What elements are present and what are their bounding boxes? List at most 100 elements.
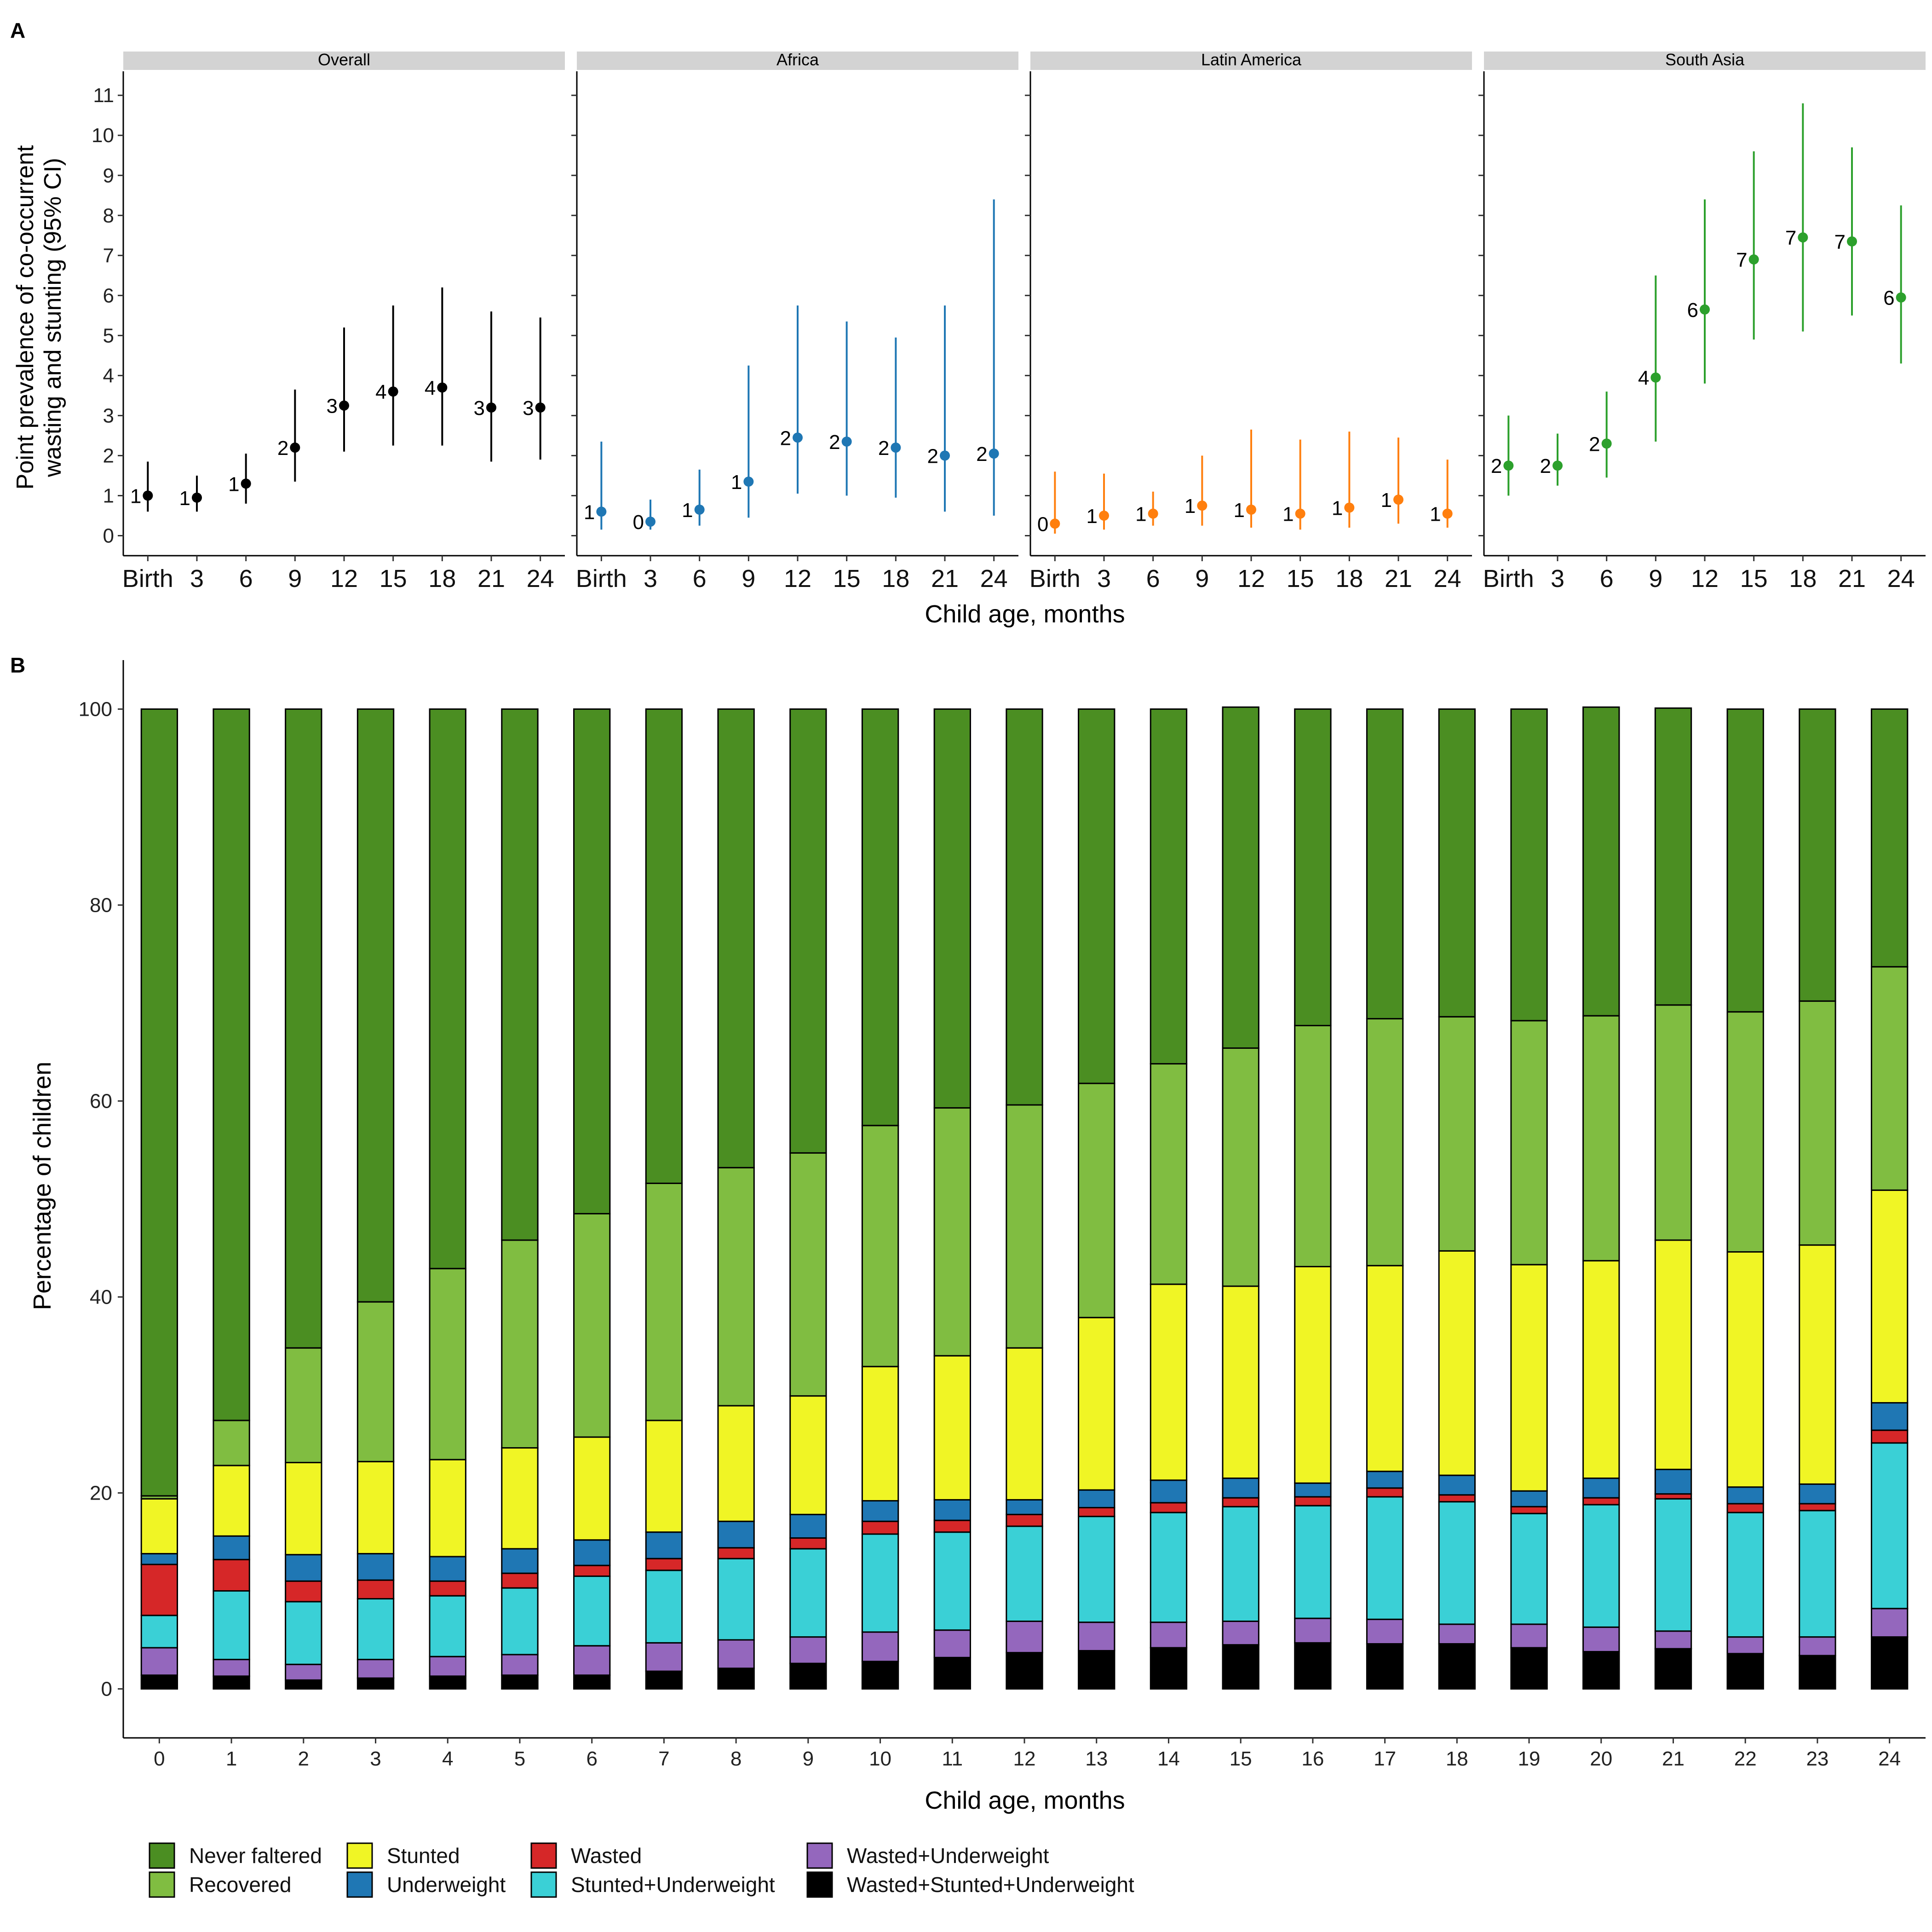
bar-segment-stunted (1078, 1317, 1116, 1491)
bar-segment-wasted (1654, 1493, 1692, 1500)
legend-item: Wasted+Underweight (806, 1842, 1049, 1869)
estimate-point (989, 448, 999, 459)
bar-segment-stunted (1870, 1189, 1909, 1404)
bar-segment-wasted-stunted-underweight (213, 1675, 250, 1690)
point-label: 3 (474, 397, 485, 420)
point-label: 1 (682, 499, 693, 522)
bar-segment-underweight (789, 1513, 827, 1539)
bar-segment-stunted-underweight (1150, 1512, 1188, 1623)
bar-segment-wasted-underweight (1726, 1636, 1764, 1655)
bar-segment-recovered (1438, 1016, 1476, 1252)
bar-segment-never-faltered (1726, 708, 1764, 1013)
x-tick-label: 21 (477, 565, 505, 592)
y-tick-label: 1 (103, 484, 114, 507)
bar-segment-stunted (573, 1436, 611, 1541)
estimate-point (1748, 254, 1759, 265)
point-label: 0 (633, 511, 644, 534)
estimate-point (339, 400, 349, 411)
bar-segment-wasted-underweight (356, 1659, 395, 1679)
point-label: 2 (780, 427, 791, 449)
x-tick-label: 15 (833, 565, 861, 592)
bar-segment-recovered (1294, 1024, 1332, 1267)
estimate-point (891, 443, 901, 453)
bar-segment-wasted-stunted-underweight (1150, 1647, 1188, 1690)
bar-segment-never-faltered (1870, 708, 1909, 968)
estimate-point (192, 492, 202, 503)
point-label: 1 (1234, 499, 1245, 522)
x-tick-label: Birth (1029, 565, 1081, 592)
estimate-point (1798, 232, 1808, 243)
bar-segment-never-faltered (1366, 708, 1404, 1020)
bar-segment-stunted (140, 1498, 178, 1555)
bar-segment-wasted (429, 1580, 466, 1597)
y-tick-label: 80 (90, 894, 112, 917)
x-tick-label: 15 (380, 565, 407, 592)
point-label: 7 (1785, 227, 1796, 249)
legend-swatch (149, 1842, 175, 1869)
panel-b-y-axis-title: Percentage of children (29, 1062, 56, 1310)
x-tick-label: 19 (1518, 1748, 1541, 1770)
x-tick-label: 18 (1789, 565, 1817, 592)
bar-segment-wasted-stunted-underweight (573, 1674, 611, 1690)
legend-item: Never faltered (149, 1842, 322, 1869)
bar-segment-never-faltered (861, 708, 899, 1127)
bar-segment-recovered (573, 1213, 611, 1438)
y-tick-label: 10 (92, 124, 114, 147)
y-tick-label: 8 (103, 204, 114, 227)
point-label: 1 (1332, 497, 1343, 520)
bar-segment-never-faltered (1006, 708, 1043, 1106)
y-tick-label: 4 (103, 364, 114, 387)
x-tick-label: 23 (1806, 1748, 1828, 1770)
bar-segment-wasted-stunted-underweight (1870, 1636, 1909, 1690)
bar-segment-never-faltered (1582, 706, 1620, 1017)
y-tick-label: 3 (103, 404, 114, 427)
bar-segment-recovered (1006, 1104, 1043, 1349)
bar-segment-stunted (1510, 1264, 1548, 1492)
bar-segment-wasted (501, 1572, 539, 1589)
legend-item: Wasted+Stunted+Underweight (806, 1871, 1134, 1898)
point-label: 0 (1037, 513, 1048, 535)
point-label: 2 (277, 437, 288, 460)
bar-segment-underweight (1582, 1478, 1620, 1499)
bar-segment-wasted-stunted-underweight (140, 1674, 178, 1690)
bar-segment-wasted-underweight (429, 1656, 466, 1677)
panel-b-label: B (10, 653, 25, 677)
x-tick-label: 17 (1374, 1748, 1396, 1770)
bar-segment-wasted (1006, 1513, 1043, 1527)
x-tick-label: 5 (514, 1748, 525, 1770)
bar-segment-underweight (356, 1553, 395, 1581)
x-tick-label: 16 (1301, 1748, 1324, 1770)
bar-segment-stunted-underweight (501, 1587, 539, 1656)
bar-segment-wasted (356, 1579, 395, 1600)
bar-segment-wasted-underweight (1222, 1621, 1259, 1646)
panel-a-y-axis-title-line1: Point prevalence of co-occurrent (12, 145, 39, 489)
bar-segment-wasted-stunted-underweight (933, 1656, 971, 1690)
estimate-point (1847, 236, 1857, 247)
x-tick-label: 4 (442, 1748, 453, 1770)
x-tick-label: 18 (1335, 565, 1363, 592)
point-label: 2 (1540, 455, 1551, 477)
facet-strip (577, 52, 1018, 70)
bar-segment-wasted-stunted-underweight (1366, 1643, 1404, 1690)
bar-segment-recovered (1582, 1015, 1620, 1262)
bar-segment-wasted-underweight (789, 1636, 827, 1664)
bar-segment-underweight (285, 1554, 322, 1582)
bar-segment-recovered (356, 1301, 395, 1462)
bar-segment-wasted-underweight (1006, 1621, 1043, 1654)
legend-label: Stunted (387, 1844, 460, 1868)
y-tick-label: 0 (103, 524, 114, 547)
x-tick-label: 1 (226, 1748, 237, 1770)
bar-segment-stunted-underweight (573, 1576, 611, 1647)
x-tick-label: 12 (784, 565, 811, 592)
bar-segment-wasted-underweight (1438, 1623, 1476, 1645)
bar-segment-never-faltered (1799, 708, 1836, 1002)
bar-segment-wasted-underweight (285, 1663, 322, 1681)
bar-segment-underweight (213, 1535, 250, 1560)
bar-segment-wasted (1510, 1506, 1548, 1514)
legend-item: Stunted+Underweight (530, 1871, 775, 1898)
bar-segment-stunted-underweight (1510, 1512, 1548, 1625)
bar-segment-stunted-underweight (1726, 1512, 1764, 1638)
bar-segment-stunted-underweight (645, 1570, 683, 1644)
bar-segment-stunted-underweight (717, 1558, 755, 1641)
